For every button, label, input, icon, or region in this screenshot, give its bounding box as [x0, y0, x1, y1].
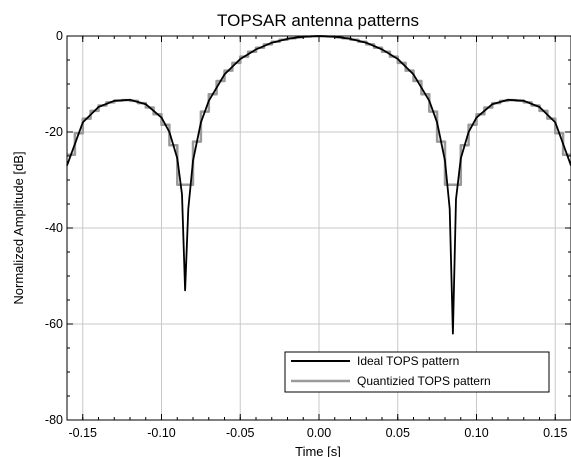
x-tick-labels: -0.15 -0.10 -0.05 0.00 0.05 0.10 0.15 [69, 426, 568, 440]
x-tick-label: -0.05 [226, 426, 255, 440]
y-tick-label: -60 [45, 317, 63, 331]
legend: Ideal TOPS pattern Quantizied TOPS patte… [284, 351, 550, 393]
x-tick-label: -0.15 [69, 426, 98, 440]
x-tick-label: -0.10 [147, 426, 176, 440]
x-axis-label: Time [s] [295, 444, 341, 457]
y-tick-labels: -80 -60 -40 -20 0 [45, 29, 63, 427]
y-tick-label: -40 [45, 221, 63, 235]
y-tick-label: 0 [56, 29, 63, 43]
y-tick-label: -80 [45, 413, 63, 427]
chart-title: TOPSAR antenna patterns [217, 11, 419, 30]
x-tick-label: 0.00 [307, 426, 331, 440]
y-axis-label: Normalized Amplitude [dB] [11, 151, 26, 304]
y-tick-label: -20 [45, 125, 63, 139]
legend-label-quantized: Quantizied TOPS pattern [357, 374, 491, 388]
legend-label-ideal: Ideal TOPS pattern [357, 354, 459, 368]
x-tick-label: 0.15 [543, 426, 567, 440]
legend-box [284, 351, 550, 393]
x-tick-label: 0.05 [386, 426, 410, 440]
x-tick-label: 0.10 [464, 426, 488, 440]
